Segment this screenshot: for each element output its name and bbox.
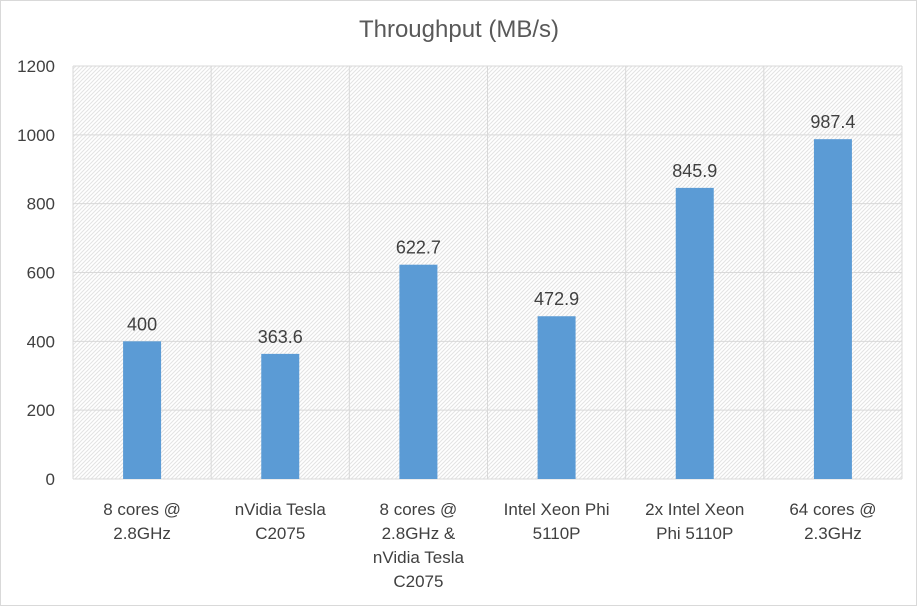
bar xyxy=(813,139,852,479)
y-tick-label: 400 xyxy=(27,332,55,351)
bar xyxy=(537,316,576,479)
y-tick-label: 1000 xyxy=(17,126,55,145)
x-category-label: 8 cores @2.8GHz & nVidia Tesla C2075 xyxy=(373,500,465,591)
bar xyxy=(261,353,300,479)
x-category-label: 8 cores @2.8GHz xyxy=(103,500,181,543)
y-tick-label: 0 xyxy=(46,470,55,489)
y-tick-label: 600 xyxy=(27,264,55,283)
y-axis-ticks: 0 200 400 600 800 1000 1200 xyxy=(17,57,55,489)
bar xyxy=(675,187,714,479)
data-label: 363.6 xyxy=(258,327,303,347)
data-label: 845.9 xyxy=(672,161,717,181)
data-labels: 400 363.6 622.7 472.9 845.9 987.4 xyxy=(127,112,855,347)
data-label: 987.4 xyxy=(810,112,855,132)
y-tick-label: 800 xyxy=(27,195,55,214)
bar xyxy=(123,341,162,479)
bar xyxy=(399,264,438,479)
data-label: 472.9 xyxy=(534,289,579,309)
x-category-label: 64 cores @2.3GHz xyxy=(789,500,876,543)
data-label: 622.7 xyxy=(396,238,441,258)
data-label: 400 xyxy=(127,314,157,334)
bars xyxy=(123,139,852,479)
x-axis-categories: 8 cores @2.8GHz nVidia Tesla C2075 8 cores … xyxy=(103,500,876,591)
grid-lines xyxy=(72,65,903,480)
x-category-label: 2x Intel Xeon Phi 5110P xyxy=(645,500,744,543)
y-tick-label: 200 xyxy=(27,401,55,420)
x-category-label: nVidia Tesla C2075 xyxy=(235,500,327,543)
chart-title: Throughput (MB/s) xyxy=(359,16,559,43)
x-category-label: Intel Xeon Phi 5110P xyxy=(504,500,610,543)
y-tick-label: 1200 xyxy=(17,57,55,76)
